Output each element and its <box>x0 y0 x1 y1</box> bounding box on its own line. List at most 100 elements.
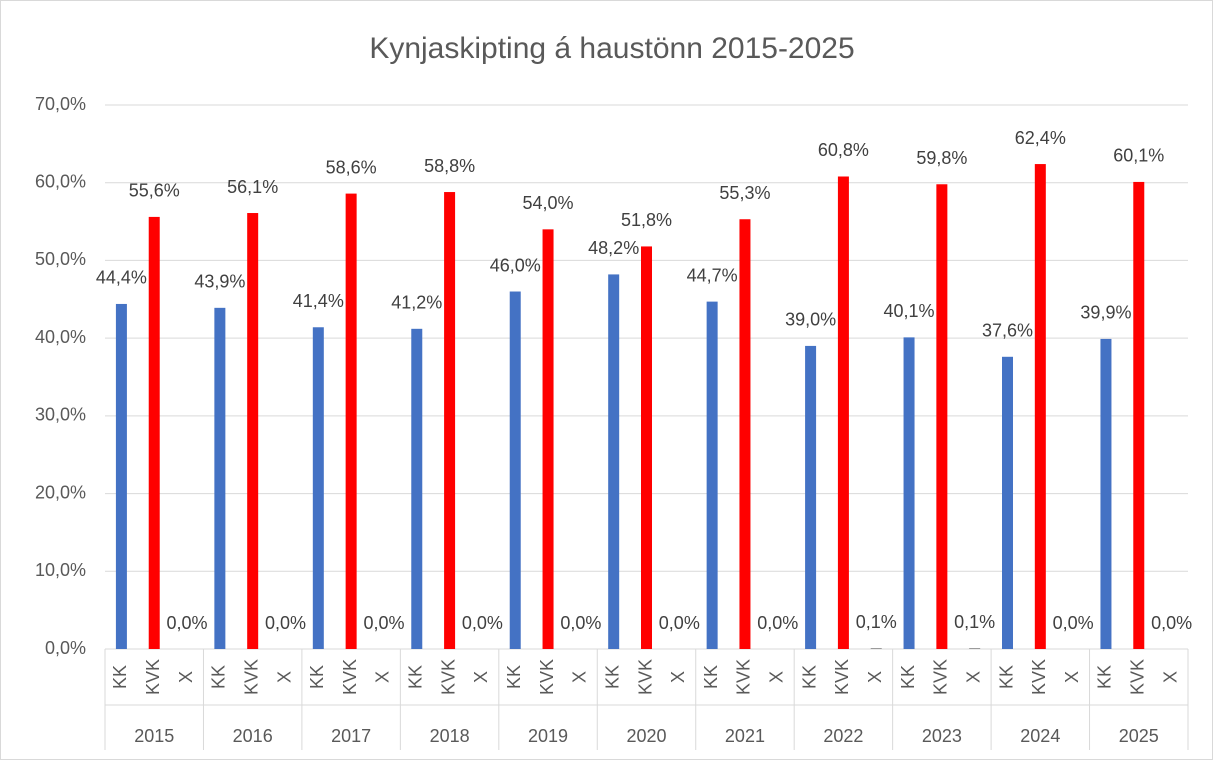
sub-category-label: KVK <box>635 659 655 695</box>
data-label: 0,0% <box>363 613 404 633</box>
data-label: 0,0% <box>757 613 798 633</box>
data-label: 0,0% <box>265 613 306 633</box>
sub-category-label: KK <box>898 665 918 689</box>
data-label: 0,0% <box>560 613 601 633</box>
data-label: 44,4% <box>96 268 147 288</box>
bar <box>706 301 718 649</box>
bar <box>870 648 882 649</box>
bar <box>641 246 652 649</box>
bar <box>247 213 259 649</box>
sub-category-label: X <box>373 671 393 683</box>
data-label: 55,6% <box>129 181 180 201</box>
data-label: 48,2% <box>588 238 639 258</box>
y-tick-label: 20,0% <box>35 482 86 502</box>
sub-category-label: KVK <box>340 659 360 695</box>
y-tick-label: 30,0% <box>35 405 86 425</box>
data-label: 58,6% <box>326 157 377 177</box>
chart-title: Kynjaskipting á haustönn 2015-2025 <box>369 32 854 65</box>
data-label: 44,7% <box>687 265 738 285</box>
bar <box>411 328 423 649</box>
sub-category-label: X <box>865 671 885 683</box>
data-label: 43,9% <box>194 272 245 292</box>
bar <box>936 184 948 650</box>
bar <box>312 327 324 649</box>
sub-category-label: KVK <box>438 659 458 695</box>
data-label: 41,2% <box>391 293 442 313</box>
y-tick-label: 0,0% <box>45 638 86 658</box>
bar <box>115 303 127 649</box>
x-tick-label: 2025 <box>1119 726 1159 746</box>
y-tick-label: 10,0% <box>35 560 86 580</box>
x-tick-label: 2018 <box>430 726 470 746</box>
data-label: 56,1% <box>227 177 278 197</box>
data-label: 0,0% <box>1053 613 1094 633</box>
sub-category-label: X <box>1062 671 1082 683</box>
bar <box>1133 181 1145 650</box>
bar <box>345 193 357 649</box>
sub-category-label: X <box>963 671 983 683</box>
data-label: 0,0% <box>659 613 700 633</box>
bar <box>1100 338 1112 649</box>
sub-category-label: KK <box>209 665 229 689</box>
sub-category-label: KVK <box>931 659 951 695</box>
y-tick-label: 40,0% <box>35 327 86 347</box>
data-label: 58,8% <box>424 156 475 176</box>
y-tick-label: 60,0% <box>35 171 86 191</box>
sub-category-label: KK <box>799 665 819 689</box>
x-tick-label: 2023 <box>922 726 962 746</box>
sub-category-label: KK <box>307 665 327 689</box>
data-label: 46,0% <box>490 255 541 275</box>
data-label: 39,0% <box>785 310 836 330</box>
data-label: 39,9% <box>1080 303 1131 323</box>
data-label: 0,0% <box>167 613 208 633</box>
x-tick-label: 2024 <box>1020 726 1060 746</box>
bar <box>444 192 456 650</box>
data-label: 55,3% <box>719 183 770 203</box>
bar <box>837 176 849 650</box>
bar <box>805 345 817 649</box>
bar <box>1034 164 1046 649</box>
data-label: 60,1% <box>1113 146 1164 166</box>
x-tick-label: 2016 <box>233 726 273 746</box>
data-label: 0,1% <box>856 612 897 632</box>
sub-category-label: KVK <box>1128 659 1148 695</box>
sub-category-label: KK <box>996 665 1016 689</box>
data-label: 62,4% <box>1015 128 1066 148</box>
sub-category-label: X <box>570 671 590 683</box>
sub-category-label: KK <box>110 665 130 689</box>
bar <box>608 274 620 649</box>
sub-category-label: X <box>1160 671 1180 683</box>
sub-category-label: KVK <box>734 659 754 695</box>
x-tick-label: 2021 <box>725 726 765 746</box>
x-tick-label: 2019 <box>528 726 568 746</box>
sub-category-label: KVK <box>143 659 163 695</box>
x-tick-label: 2022 <box>823 726 863 746</box>
data-label: 41,4% <box>293 291 344 311</box>
x-tick-label: 2015 <box>134 726 174 746</box>
data-label: 54,0% <box>523 193 574 213</box>
bar <box>214 307 226 649</box>
data-label: 0,0% <box>1151 613 1192 633</box>
bar <box>739 219 751 650</box>
bar <box>969 648 981 649</box>
sub-category-label: KK <box>406 665 426 689</box>
sub-category-label: X <box>668 671 688 683</box>
sub-category-label: X <box>176 671 196 683</box>
data-label: 0,0% <box>462 613 503 633</box>
data-label: 59,8% <box>916 148 967 168</box>
x-tick-label: 2017 <box>331 726 371 746</box>
sub-category-label: KK <box>701 665 721 689</box>
sub-category-label: KK <box>1095 665 1115 689</box>
sub-category-label: KVK <box>1029 659 1049 695</box>
sub-category-label: KK <box>504 665 524 689</box>
y-tick-label: 50,0% <box>35 249 86 269</box>
bar <box>509 291 521 649</box>
bar <box>148 216 160 649</box>
data-label: 0,1% <box>954 612 995 632</box>
sub-category-label: X <box>274 671 294 683</box>
data-label: 40,1% <box>884 301 935 321</box>
sub-category-label: KVK <box>241 659 261 695</box>
sub-category-label: X <box>471 671 491 683</box>
bar <box>542 229 554 650</box>
